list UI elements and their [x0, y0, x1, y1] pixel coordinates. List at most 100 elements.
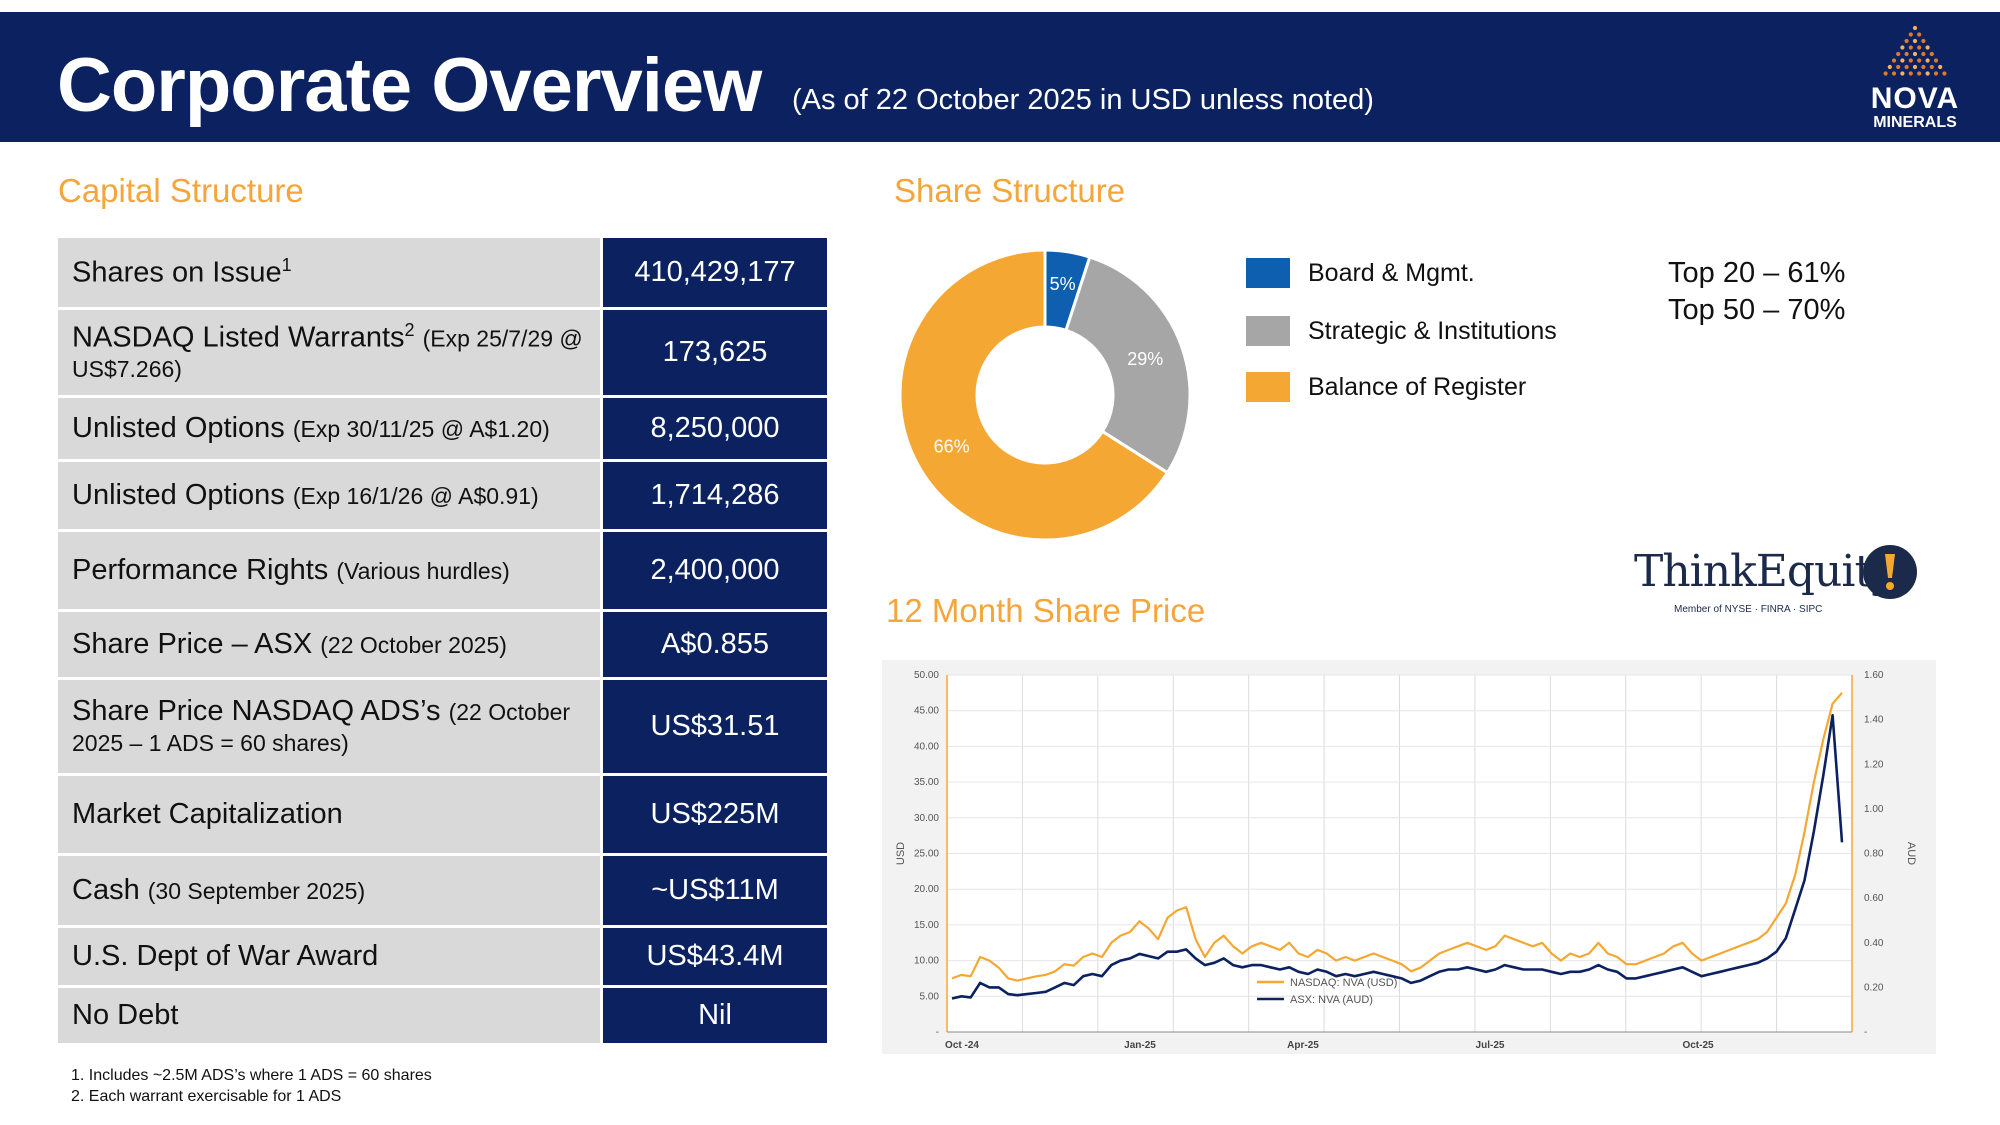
footnotes: 1. Includes ~2.5M ADS’s where 1 ADS = 60… [71, 1065, 432, 1107]
y-tick-label: - [936, 1027, 939, 1038]
table-row: Cash (30 September 2025) ~US$11M [55, 853, 830, 928]
row-label: NASDAQ Listed Warrants2 (Exp 25/7/29 @ U… [55, 307, 603, 398]
legend-swatch [1246, 372, 1290, 402]
page-title: Corporate Overview [57, 43, 762, 128]
logo-dot [1891, 58, 1897, 63]
x-tick-label: Oct -24 [945, 1040, 979, 1051]
y2-tick-label: 1.20 [1864, 759, 1884, 770]
table-row: Shares on Issue1 410,429,177 [55, 235, 830, 310]
donut-slice [898, 248, 1170, 542]
y2-tick-label: 0.60 [1864, 893, 1884, 904]
y2-tick-label: 1.00 [1864, 804, 1884, 815]
y-tick-label: 10.00 [914, 956, 939, 967]
logo-dot [1912, 64, 1918, 70]
logo-dot [1887, 64, 1892, 70]
row-note: (22 October 2025) [320, 632, 507, 659]
logo-dot [1891, 71, 1897, 76]
slice-label: 29% [1127, 349, 1163, 369]
table-row: Unlisted Options (Exp 16/1/26 @ A$0.91) 1… [55, 459, 830, 532]
row-label-text: Unlisted Options [72, 479, 285, 512]
thinkequity-name: ThinkEquity [1634, 546, 1896, 597]
legend-label: Strategic & Institutions [1308, 317, 1557, 345]
share-price-chart-panel: - 5.00 10.00 15.00 20.00 25.00 30.00 35.00 40.00… [882, 660, 1936, 1054]
legend-label: Balance of Register [1308, 373, 1527, 401]
dot-pyramid-icon [1883, 25, 1947, 76]
table-row: U.S. Dept of War Award US$43.4M [55, 925, 830, 988]
row-value: Nil [600, 985, 830, 1046]
logo-dot [1900, 58, 1905, 63]
series-line [951, 692, 1843, 982]
row-label: U.S. Dept of War Award [55, 925, 603, 988]
x-tick-label: Oct-25 [1682, 1040, 1714, 1051]
logo-dot [1908, 58, 1913, 63]
row-note: (Exp 25/7/29 @ US$7.266) [72, 325, 583, 383]
footnote-marker: 2 [404, 320, 415, 341]
footnote-2: 2. Each warrant exercisable for 1 ADS [71, 1088, 342, 1105]
logo-dot [1933, 58, 1939, 63]
logo-dot [1917, 58, 1922, 63]
logo-dot [1933, 71, 1939, 76]
row-value: 410,429,177 [600, 235, 830, 310]
legend-label: Board & Mgmt. [1308, 259, 1475, 287]
table-row: Performance Rights (Various hurdles) 2,40… [55, 529, 830, 612]
x-tick-label: Jul-25 [1476, 1040, 1505, 1051]
row-value: 173,625 [600, 307, 830, 398]
y2-tick-label: - [1864, 1027, 1867, 1038]
donut-slice [1064, 255, 1192, 475]
logo-dot [1896, 51, 1901, 57]
row-label-text: NASDAQ Listed Warrants [72, 321, 405, 354]
row-label: Cash (30 September 2025) [55, 853, 603, 928]
share-price-line-chart: - 5.00 10.00 15.00 20.00 25.00 30.00 35.00 40.00… [895, 670, 1917, 1051]
series-line [951, 713, 1844, 1000]
row-value: 1,714,286 [600, 459, 830, 532]
logo-dot [1883, 71, 1888, 76]
y2-tick-label: 1.60 [1864, 670, 1884, 681]
share-structure-title: Share Structure [894, 172, 1126, 209]
top-50-stat: Top 50 – 70% [1668, 294, 1846, 326]
legend-swatch [1246, 258, 1290, 288]
row-label-text: Unlisted Options [72, 412, 285, 445]
share-structure-donut-chart: 5% 29% 66% [898, 248, 1192, 542]
logo-dot [1908, 71, 1913, 76]
header-bar: Corporate Overview (As of 22 October 202… [0, 12, 2000, 142]
y-tick-label: 50.00 [914, 670, 939, 681]
footnote-marker: 1 [281, 255, 292, 276]
share-price-title: 12 Month Share Price [886, 592, 1206, 629]
logo-dot [1925, 71, 1930, 76]
row-note: (Exp 16/1/26 @ A$0.91) [292, 483, 539, 510]
row-note: (30 September 2025) [147, 878, 366, 905]
y2-tick-label: 0.40 [1864, 938, 1884, 949]
capital-structure-table: Shares on Issue1 410,429,177 NASDAQ Listed… [55, 235, 830, 1046]
row-value: 2,400,000 [600, 529, 830, 612]
logo-dot [1917, 45, 1922, 50]
row-label: Market Capitalization [55, 773, 603, 856]
logo-dot [1912, 38, 1918, 44]
logo-line1: NOVA [1870, 82, 1960, 115]
y-tick-label: 40.00 [914, 741, 939, 752]
slice-label: 66% [934, 436, 970, 456]
logo-dot [1925, 45, 1930, 50]
table-row: Market Capitalization US$225M [55, 773, 830, 856]
table-row: No Debt Nil [55, 985, 830, 1046]
row-label-text: Share Price NASDAQ ADS’s [72, 695, 441, 728]
row-value: US$31.51 [600, 677, 830, 776]
row-value: 8,250,000 [600, 395, 830, 462]
row-value: A$0.855 [600, 609, 830, 680]
row-label-text: Cash [72, 874, 140, 907]
y-axis-label: USD [895, 842, 907, 865]
row-label-text: Share Price – ASX [72, 628, 313, 661]
y-tick-label: 5.00 [920, 991, 940, 1002]
row-label: Share Price – ASX (22 October 2025) [55, 609, 603, 680]
thinkequity-logo: ThinkEquity Member of NYSE · FINRA · SIP… [1634, 545, 1924, 616]
slice-label: 5% [1050, 274, 1076, 294]
logo-dot [1921, 51, 1926, 57]
y2-tick-label: 0.80 [1864, 849, 1884, 860]
y-tick-label: 15.00 [914, 920, 939, 931]
page-subtitle: (As of 22 October 2025 in USD unless not… [792, 84, 1374, 116]
row-label: Performance Rights (Various hurdles) [55, 529, 603, 612]
thinkequity-tagline: Member of NYSE · FINRA · SIPC [1674, 604, 1823, 615]
logo-dot [1912, 25, 1918, 31]
logo-dot [1921, 38, 1926, 44]
table-row: Share Price – ASX (22 October 2025) A$0.8… [55, 609, 830, 680]
chart-legend-label: ASX: NVA (AUD) [1290, 994, 1373, 1006]
